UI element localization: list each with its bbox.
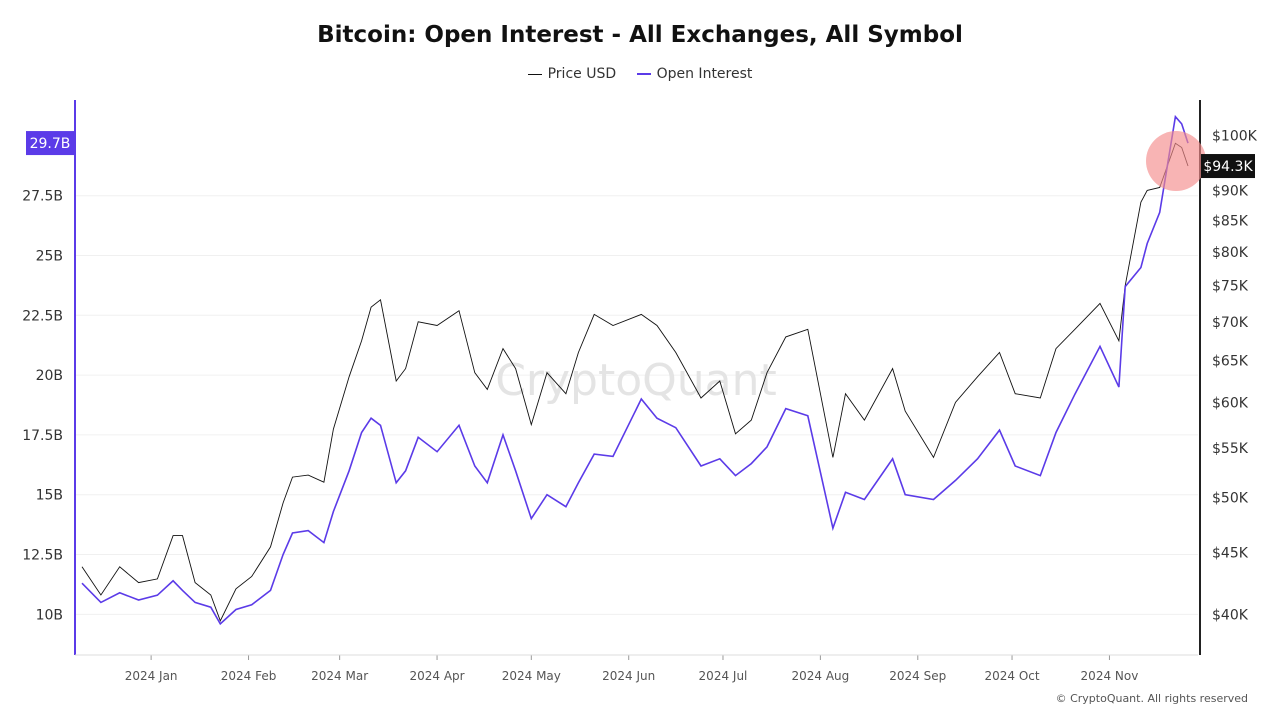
- x-tick-label: 2024 Aug: [791, 669, 849, 683]
- y-right-tick-label: $70K: [1212, 315, 1249, 331]
- y-left-tick-label: 15B: [36, 488, 63, 504]
- series-line-open-interest: [81, 114, 1189, 626]
- x-tick-label: 2024 Jul: [699, 669, 748, 683]
- x-tick-label: 2024 Feb: [221, 669, 277, 683]
- current-oi-badge: [26, 131, 74, 156]
- y-right-tick-label: $50K: [1212, 491, 1249, 507]
- x-tick-label: 2024 Mar: [311, 669, 368, 683]
- x-tick-label: 2024 Apr: [409, 669, 464, 683]
- legend-label: Price USD: [547, 66, 617, 83]
- y-right-tick-label: $90K: [1212, 183, 1249, 199]
- x-tick-label: 2024 Oct: [984, 669, 1039, 683]
- y-right-tick-label: $85K: [1212, 213, 1249, 229]
- legend-item-price[interactable]: Price USD: [527, 66, 617, 83]
- copyright: © CryptoQuant. All rights reserved: [1055, 692, 1248, 705]
- y-left-tick-label: 25B: [36, 248, 63, 264]
- x-tick-label: 2024 Jun: [602, 669, 655, 683]
- x-tick-label: 2024 Sep: [889, 669, 946, 683]
- last-value-highlight: [1146, 131, 1206, 192]
- y-right-tick-label: $45K: [1212, 546, 1249, 562]
- y-right-tick-label: $65K: [1212, 354, 1249, 370]
- current-price-label: $94.3K: [1203, 159, 1253, 175]
- y-right-tick-label: $60K: [1212, 395, 1249, 411]
- current-price-badge: [1201, 154, 1255, 179]
- x-tick-label: 2024 Nov: [1081, 669, 1139, 683]
- y-left-tick-label: 27.5B: [22, 189, 63, 205]
- legend-item-open-interest[interactable]: Open Interest: [636, 66, 753, 82]
- x-tick-label: 2024 May: [502, 669, 561, 683]
- y-right-tick-label: $100K: [1212, 128, 1258, 144]
- series-line-price: [81, 142, 1189, 622]
- y-right-tick-label: $80K: [1212, 245, 1249, 261]
- legend-label: Open Interest: [656, 66, 753, 82]
- current-oi-label: 29.7B: [30, 136, 71, 152]
- y-right-tick-label: $75K: [1212, 279, 1249, 295]
- y-left-tick-label: 12.5B: [22, 548, 63, 564]
- legend: Price USD Open Interest: [0, 63, 1280, 82]
- y-right-tick-label: $55K: [1212, 441, 1249, 457]
- y-left-tick-label: 17.5B: [22, 428, 63, 444]
- y-left-tick-label: 10B: [36, 607, 63, 623]
- y-left-tick-label: 22.5B: [22, 308, 63, 324]
- y-left-tick-label: 20B: [36, 368, 63, 384]
- x-tick-label: 2024 Jan: [125, 669, 178, 683]
- watermark: CryptoQuant: [495, 355, 777, 406]
- chart-title: Bitcoin: Open Interest - All Exchanges, …: [317, 22, 963, 48]
- y-right-tick-label: $40K: [1212, 607, 1249, 623]
